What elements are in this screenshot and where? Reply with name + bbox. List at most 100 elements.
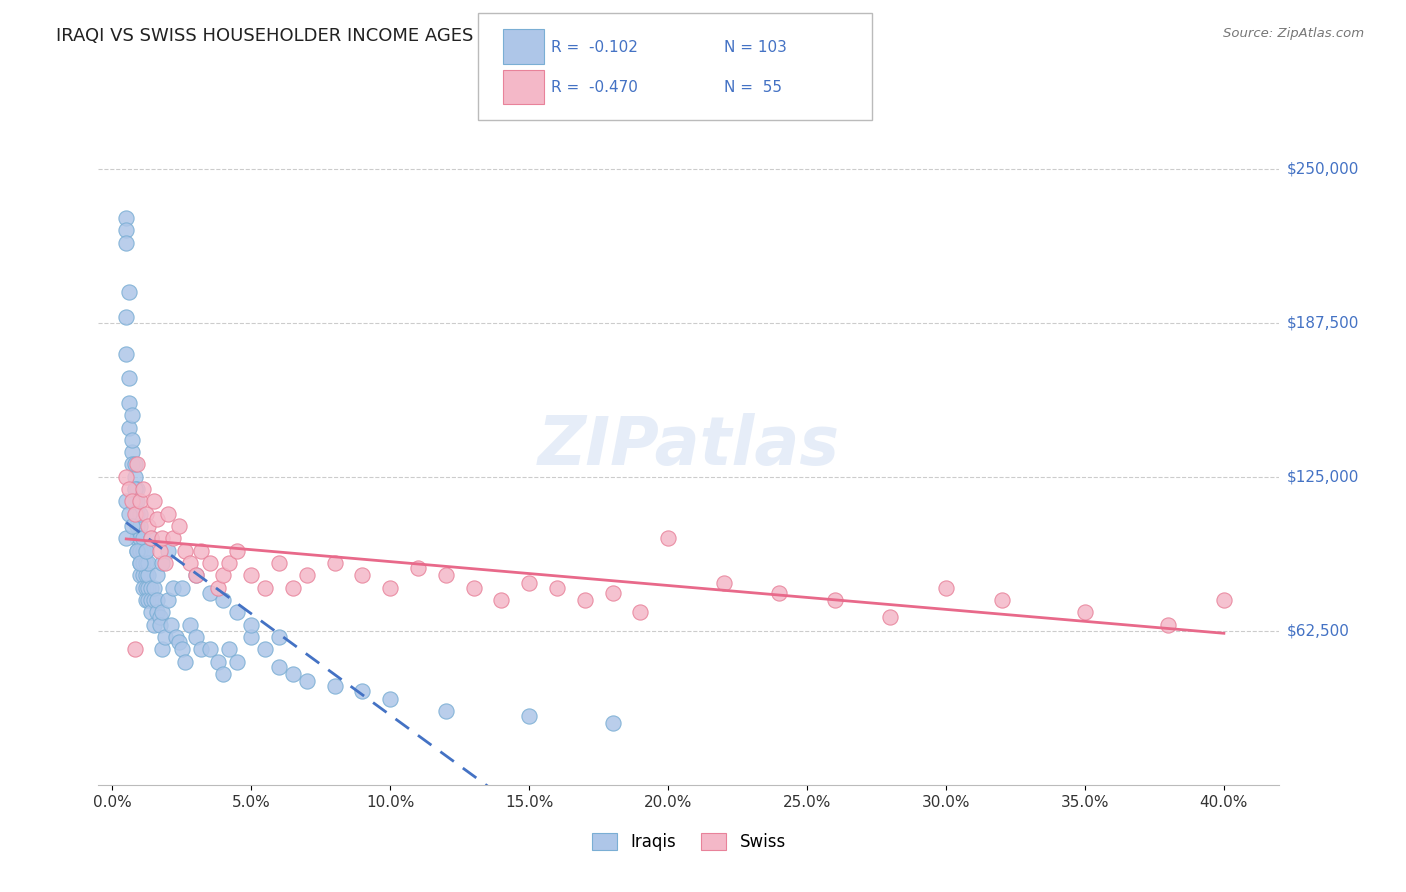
- Point: [267, 659, 290, 673]
- Point: [281, 667, 304, 681]
- Point: [146, 593, 169, 607]
- Point: [124, 642, 146, 657]
- Point: [141, 581, 163, 595]
- Point: [121, 445, 143, 459]
- Point: [127, 458, 149, 472]
- Point: [115, 532, 138, 546]
- Point: [162, 581, 184, 595]
- Point: [212, 593, 235, 607]
- Point: [156, 543, 179, 558]
- Point: [118, 420, 141, 434]
- Point: [657, 532, 679, 546]
- Point: [124, 458, 146, 472]
- Point: [138, 556, 160, 570]
- Point: [141, 593, 163, 607]
- Point: [143, 593, 166, 607]
- Point: [226, 543, 249, 558]
- Point: [127, 507, 149, 521]
- Point: [517, 575, 540, 590]
- Text: $250,000: $250,000: [1286, 161, 1358, 176]
- Point: [150, 606, 173, 620]
- Point: [173, 655, 195, 669]
- Point: [170, 642, 193, 657]
- Point: [713, 575, 735, 590]
- Point: [121, 519, 143, 533]
- Point: [1074, 606, 1097, 620]
- Point: [179, 617, 201, 632]
- Point: [212, 568, 235, 582]
- Point: [173, 543, 195, 558]
- Point: [135, 507, 157, 521]
- Point: [132, 556, 155, 570]
- Point: [129, 494, 152, 508]
- Point: [153, 630, 176, 644]
- Point: [115, 310, 138, 324]
- Point: [628, 606, 651, 620]
- Point: [132, 482, 155, 496]
- Point: [323, 556, 346, 570]
- Point: [162, 532, 184, 546]
- Point: [148, 543, 170, 558]
- Text: Source: ZipAtlas.com: Source: ZipAtlas.com: [1223, 27, 1364, 40]
- Point: [132, 543, 155, 558]
- Point: [207, 655, 229, 669]
- Point: [115, 346, 138, 360]
- Point: [124, 482, 146, 496]
- Point: [352, 568, 374, 582]
- Point: [127, 482, 149, 496]
- Point: [295, 674, 318, 689]
- Point: [824, 593, 846, 607]
- Point: [132, 581, 155, 595]
- Point: [546, 581, 568, 595]
- Point: [226, 606, 249, 620]
- Point: [129, 543, 152, 558]
- Point: [254, 642, 277, 657]
- Point: [150, 556, 173, 570]
- Point: [295, 568, 318, 582]
- Point: [118, 396, 141, 410]
- Point: [267, 556, 290, 570]
- Point: [218, 642, 240, 657]
- Point: [141, 532, 163, 546]
- Point: [135, 556, 157, 570]
- Point: [148, 617, 170, 632]
- Point: [115, 470, 138, 484]
- Point: [129, 532, 152, 546]
- Point: [118, 285, 141, 299]
- Point: [218, 556, 240, 570]
- Point: [184, 630, 207, 644]
- Point: [240, 630, 263, 644]
- Point: [380, 581, 402, 595]
- Text: $125,000: $125,000: [1286, 469, 1358, 484]
- Point: [118, 371, 141, 385]
- Point: [207, 581, 229, 595]
- Point: [121, 458, 143, 472]
- Point: [129, 556, 152, 570]
- Point: [129, 519, 152, 533]
- Point: [323, 679, 346, 693]
- Point: [146, 606, 169, 620]
- Point: [170, 581, 193, 595]
- Point: [150, 532, 173, 546]
- Point: [135, 543, 157, 558]
- Point: [124, 507, 146, 521]
- Point: [129, 568, 152, 582]
- Point: [879, 610, 901, 624]
- Point: [179, 556, 201, 570]
- Point: [1157, 617, 1180, 632]
- Point: [143, 581, 166, 595]
- Point: [127, 543, 149, 558]
- Point: [198, 556, 221, 570]
- Point: [138, 519, 160, 533]
- Text: ZIPatlas: ZIPatlas: [538, 413, 839, 479]
- Point: [135, 568, 157, 582]
- Point: [115, 494, 138, 508]
- Point: [118, 507, 141, 521]
- Text: R =  -0.470: R = -0.470: [551, 80, 638, 95]
- Legend: Iraqis, Swiss: Iraqis, Swiss: [585, 827, 793, 858]
- Point: [132, 532, 155, 546]
- Point: [129, 556, 152, 570]
- Point: [574, 593, 596, 607]
- Point: [517, 709, 540, 723]
- Text: R =  -0.102: R = -0.102: [551, 40, 638, 54]
